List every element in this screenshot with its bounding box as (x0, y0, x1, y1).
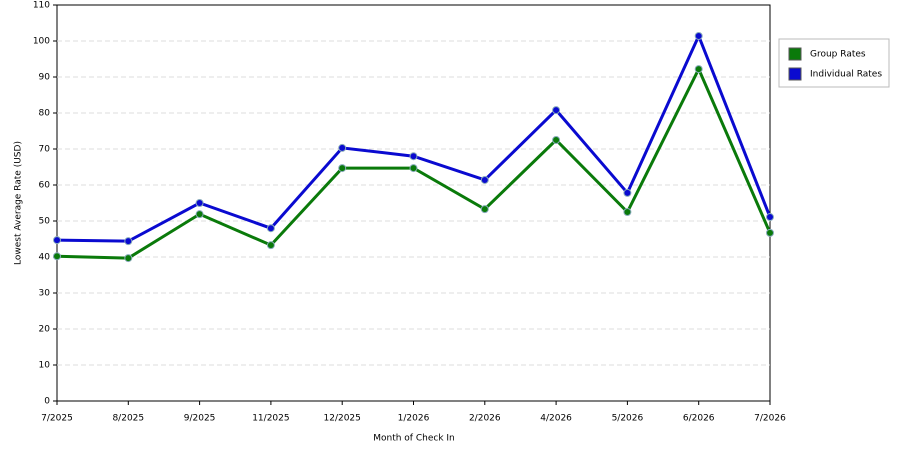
y-tick-label: 60 (39, 181, 51, 191)
legend-swatch (788, 67, 802, 81)
y-tick-label: 10 (39, 361, 51, 371)
y-tick-label: 20 (39, 325, 51, 335)
x-tick-label: 12/2025 (324, 414, 361, 424)
x-tick-label: 4/2026 (540, 414, 572, 424)
y-tick-label: 90 (39, 73, 51, 83)
x-tick-label: 8/2025 (112, 414, 144, 424)
y-tick-label: 100 (33, 37, 50, 47)
point (53, 252, 61, 261)
point (623, 188, 632, 197)
y-tick-label: 80 (39, 109, 51, 119)
y-tick-label: 50 (39, 217, 51, 227)
x-tick-label: 9/2025 (184, 414, 216, 424)
point (53, 236, 61, 245)
plot-frame (56, 4, 771, 402)
point (124, 254, 133, 263)
point (195, 210, 204, 219)
point (766, 213, 774, 222)
point (266, 241, 275, 250)
legend-label: Group Rates (810, 50, 866, 60)
x-axis-label: Month of Check In (373, 434, 455, 444)
point (552, 136, 561, 144)
point (480, 205, 489, 214)
point (338, 143, 347, 152)
x-tick-label: 1/2026 (398, 414, 430, 424)
point (124, 237, 133, 246)
point (480, 175, 489, 184)
legend-label: Individual Rates (810, 70, 882, 80)
point (409, 164, 418, 173)
point (623, 208, 632, 216)
x-tick-label: 5/2026 (612, 414, 644, 424)
point (266, 224, 275, 233)
point (552, 106, 561, 115)
y-axis-label: Lowest Average Rate (USD) (14, 141, 24, 265)
x-tick-label: 7/2026 (754, 414, 786, 424)
x-tick-label: 6/2026 (683, 414, 715, 424)
point (338, 164, 347, 173)
y-tick-label: 110 (33, 1, 50, 11)
point (195, 199, 204, 207)
x-tick-label: 2/2026 (469, 414, 501, 424)
point (409, 152, 418, 161)
point (694, 31, 703, 40)
series-line (56, 65, 772, 260)
y-tick-label: 70 (39, 145, 51, 155)
point (694, 65, 703, 74)
x-tick-label: 7/2025 (41, 414, 73, 424)
y-tick-label: 40 (39, 253, 51, 263)
y-tick-label: 30 (39, 289, 51, 299)
legend-swatch (788, 47, 802, 61)
point (766, 228, 774, 237)
y-tick-label: 0 (44, 397, 50, 407)
x-tick-label: 11/2025 (252, 414, 289, 424)
